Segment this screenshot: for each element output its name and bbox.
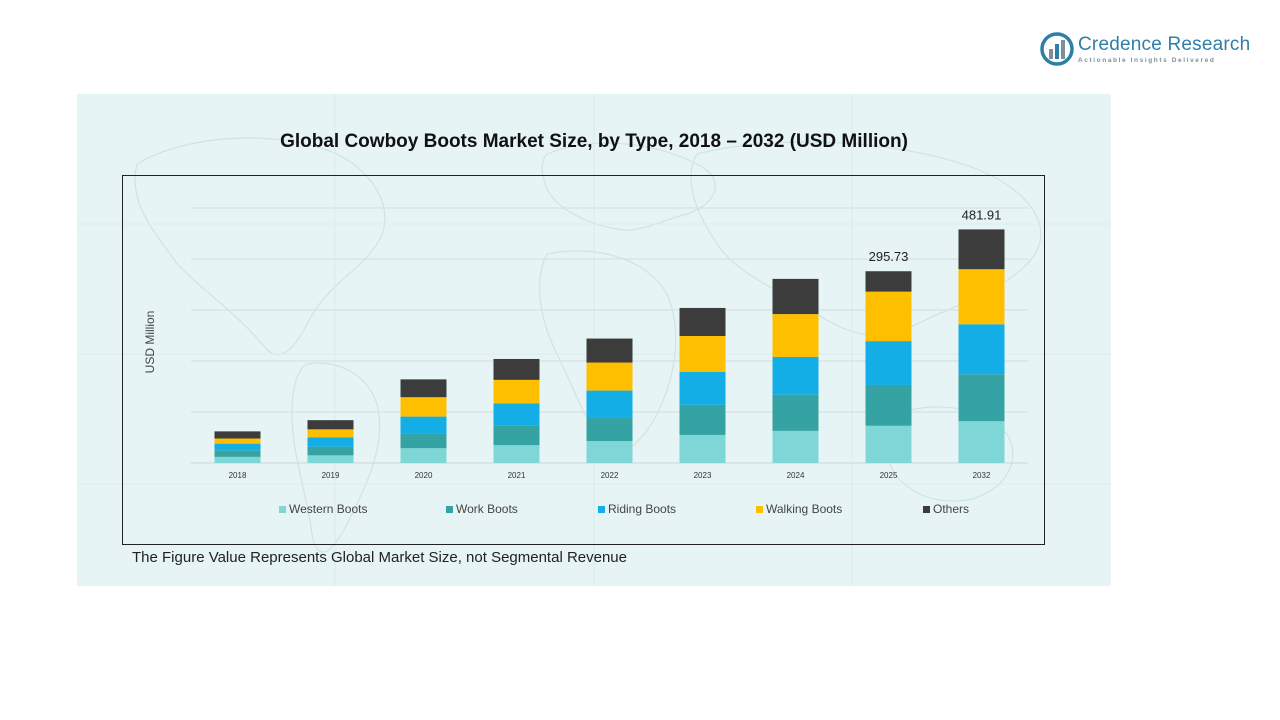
bar-segment [865,384,912,426]
bar-segment [679,371,726,405]
x-tick-label: 2019 [322,471,340,480]
chart-panel: Global Cowboy Boots Market Size, by Type… [77,94,1111,586]
bar-segment [865,291,912,342]
bar-segment [586,417,633,442]
bar-segment [772,394,819,431]
bar-segment [772,430,819,463]
chart-footnote: The Figure Value Represents Global Marke… [132,549,627,566]
bar-segment [307,455,354,463]
bar-segment [679,404,726,435]
bar-segment [958,421,1005,463]
bar-segment [958,324,1005,375]
legend-label: Work Boots [456,502,518,516]
bar-segment [307,420,354,430]
chart-frame: USD Million 2018 2019 2020 2021 2022 2023 2024 2… [122,175,1045,545]
x-tick-label: 2022 [601,471,619,480]
x-tick-label: 2025 [880,471,898,480]
bar-segment [400,448,447,463]
legend-label: Riding Boots [608,502,676,516]
bar-segment [772,356,819,395]
bar-segment [772,278,819,315]
stacked-bar-chart: USD Million 2018 2019 2020 2021 2022 2023 2024 2… [143,207,1028,516]
bar-segment [307,446,354,456]
bar-segment [214,431,261,439]
x-tick-label: 2023 [694,471,712,480]
bar-segment [865,271,912,292]
bar-segment [493,403,540,426]
x-tick-label: 2020 [415,471,433,480]
bar-segment [493,445,540,463]
bar-segment [214,456,261,463]
legend-swatch [923,506,930,513]
bar-segment [586,441,633,463]
bar-segment [679,336,726,372]
bar-segment [214,443,261,451]
chart-title: Global Cowboy Boots Market Size, by Type… [280,131,908,152]
bar-segment [307,437,354,447]
bar-segment [865,341,912,385]
x-tick-label: 2021 [508,471,526,480]
credence-research-logo: Credence Research Actionable Insights De… [1040,30,1255,70]
bar-segment [958,229,1005,270]
bar-segment [493,358,540,380]
legend-swatch [279,506,286,513]
bar-segment [400,433,447,449]
bar-segment [214,450,261,457]
bar-segment [679,434,726,463]
x-tick-label: 2018 [229,471,247,480]
bar-segment [586,390,633,418]
legend-label: Walking Boots [766,502,842,516]
x-tick-label: 2032 [973,471,991,480]
bar-segment [307,429,354,438]
bar-segment [214,438,261,444]
bar-segment [958,269,1005,325]
data-label: 295.73 [869,249,909,264]
bar-segment [958,374,1005,422]
legend-label: Western Boots [289,502,367,516]
logo-mark-icon [1040,32,1074,66]
bar-segment [865,425,912,463]
bar-segment [493,425,540,446]
world-map-background [77,94,1111,586]
legend-swatch [598,506,605,513]
bar-segment [400,416,447,434]
bar-segment [400,379,447,398]
bar-segment [400,397,447,417]
bar-segment [586,362,633,391]
bar-segment [586,338,633,363]
bar-segment [679,307,726,337]
logo-tagline: Actionable Insights Delivered [1078,57,1216,64]
logo-name: Credence Research [1078,34,1251,55]
legend-swatch [756,506,763,513]
x-tick-label: 2024 [787,471,805,480]
y-axis-label: USD Million [143,311,157,374]
legend-label: Others [933,502,969,516]
bar-segment [493,379,540,404]
data-label: 481.91 [962,207,1002,222]
legend-swatch [446,506,453,513]
bar-segment [772,314,819,357]
